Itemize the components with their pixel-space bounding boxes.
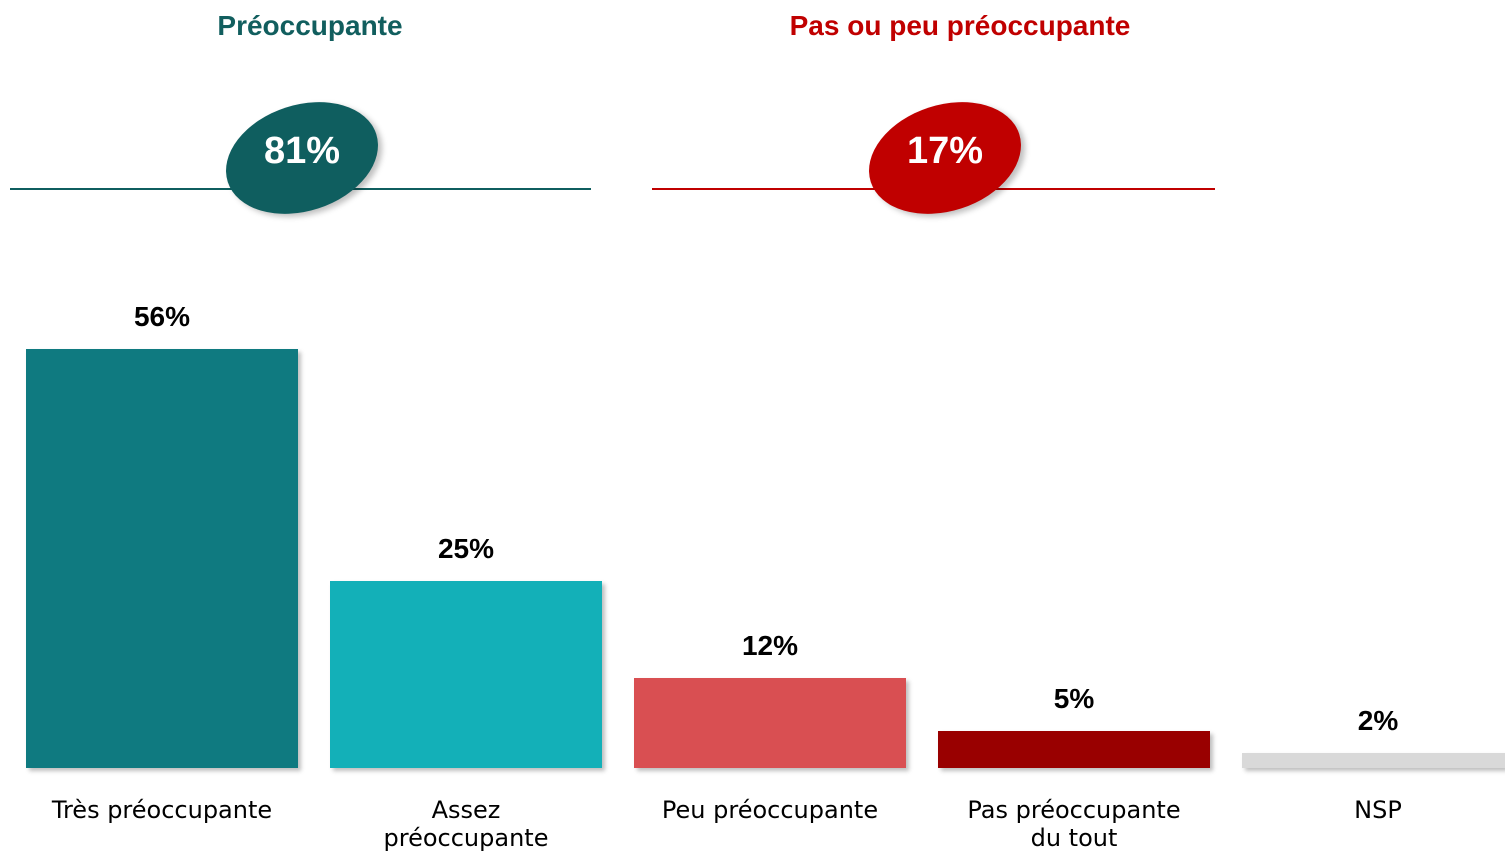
group-value-label: 17%: [906, 130, 984, 172]
group-value-label: 81%: [263, 130, 341, 172]
group-title: Préoccupante: [217, 10, 403, 41]
category-label: Très préoccupante: [51, 796, 273, 824]
value-label: 56%: [133, 300, 191, 332]
bar: [26, 348, 298, 768]
bar: [330, 580, 602, 768]
value-label: 12%: [741, 630, 799, 662]
category-label: Assez préoccupante: [383, 796, 549, 852]
bar: [1242, 753, 1505, 768]
category-label: Pas préoccupante du tout: [967, 796, 1181, 852]
bar: [634, 678, 906, 768]
value-label: 2%: [1357, 705, 1399, 737]
category-label: NSP: [1354, 796, 1402, 824]
bar: [938, 730, 1210, 768]
value-label: 5%: [1053, 682, 1095, 714]
group-title: Pas ou peu préoccupante: [789, 10, 1131, 41]
value-label: 25%: [437, 532, 495, 564]
category-label: Peu préoccupante: [661, 796, 879, 824]
